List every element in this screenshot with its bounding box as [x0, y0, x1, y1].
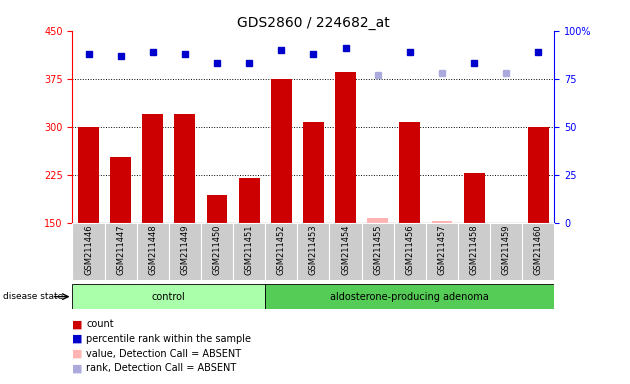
Text: GSM211454: GSM211454: [341, 224, 350, 275]
Bar: [72, 284, 265, 309]
Bar: [528, 127, 549, 223]
Text: value, Detection Call = ABSENT: value, Detection Call = ABSENT: [86, 349, 241, 359]
Bar: [110, 157, 131, 223]
Bar: [335, 72, 356, 223]
Bar: [458, 223, 490, 280]
Text: GSM211453: GSM211453: [309, 224, 318, 275]
Bar: [362, 223, 394, 280]
Text: aldosterone-producing adenoma: aldosterone-producing adenoma: [331, 291, 489, 302]
Bar: [137, 223, 169, 280]
Text: GSM211458: GSM211458: [469, 224, 479, 275]
Bar: [329, 223, 362, 280]
Text: ■: ■: [72, 363, 83, 373]
Text: GSM211447: GSM211447: [116, 224, 125, 275]
Bar: [265, 284, 554, 309]
Bar: [271, 79, 292, 223]
Text: GSM211449: GSM211449: [180, 224, 190, 275]
Text: control: control: [152, 291, 186, 302]
Bar: [464, 173, 484, 223]
Bar: [490, 223, 522, 280]
Bar: [78, 127, 99, 223]
Text: GSM211448: GSM211448: [148, 224, 158, 275]
Bar: [175, 114, 195, 223]
Bar: [239, 178, 260, 223]
Text: percentile rank within the sample: percentile rank within the sample: [86, 334, 251, 344]
Bar: [72, 223, 105, 280]
Bar: [367, 218, 388, 223]
Bar: [394, 223, 426, 280]
Text: GSM211457: GSM211457: [437, 224, 447, 275]
Text: ■: ■: [72, 334, 83, 344]
Bar: [522, 223, 554, 280]
Text: GSM211456: GSM211456: [405, 224, 415, 275]
Text: GSM211459: GSM211459: [501, 224, 511, 275]
Bar: [201, 223, 233, 280]
Bar: [432, 222, 452, 223]
Bar: [297, 223, 329, 280]
Bar: [265, 223, 297, 280]
Text: GSM211460: GSM211460: [534, 224, 543, 275]
Bar: [426, 223, 458, 280]
Text: count: count: [86, 319, 114, 329]
Bar: [105, 223, 137, 280]
Text: GSM211452: GSM211452: [277, 224, 286, 275]
Text: rank, Detection Call = ABSENT: rank, Detection Call = ABSENT: [86, 363, 236, 373]
Text: ■: ■: [72, 349, 83, 359]
Text: GSM211446: GSM211446: [84, 224, 93, 275]
Text: GSM211450: GSM211450: [212, 224, 222, 275]
Bar: [142, 114, 163, 223]
Text: GSM211451: GSM211451: [244, 224, 254, 275]
Text: GSM211455: GSM211455: [373, 224, 382, 275]
Bar: [169, 223, 201, 280]
Text: disease state: disease state: [3, 292, 64, 301]
Bar: [399, 122, 420, 223]
Bar: [207, 195, 227, 223]
Bar: [303, 122, 324, 223]
Title: GDS2860 / 224682_at: GDS2860 / 224682_at: [237, 16, 390, 30]
Text: ■: ■: [72, 319, 83, 329]
Bar: [233, 223, 265, 280]
